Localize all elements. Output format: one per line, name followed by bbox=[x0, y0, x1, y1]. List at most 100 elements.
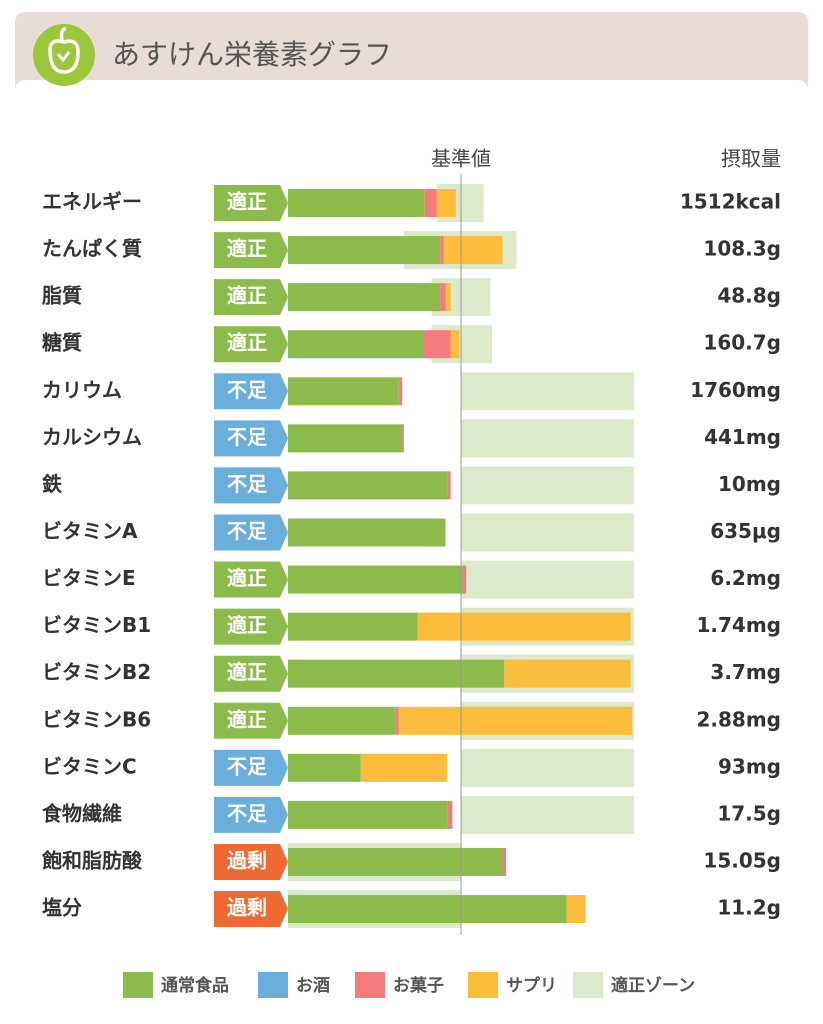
zone bbox=[461, 560, 634, 599]
nutrient-label: 糖質 bbox=[42, 331, 82, 355]
status-label: 適正 bbox=[227, 660, 267, 684]
intake-value: 160.7g bbox=[703, 331, 781, 355]
bar-segment bbox=[395, 706, 399, 735]
nutrient-label: カルシウム bbox=[42, 425, 142, 449]
intake-value: 93mg bbox=[718, 754, 781, 778]
bar-segment bbox=[443, 236, 503, 265]
status-pill bbox=[214, 279, 288, 316]
status-label: 不足 bbox=[227, 378, 268, 402]
intake-value: 635μg bbox=[710, 519, 781, 543]
zone bbox=[461, 748, 634, 787]
zone bbox=[461, 372, 634, 411]
reference-header: 基準値 bbox=[431, 147, 491, 171]
bar-segment bbox=[417, 612, 631, 641]
status-label: 不足 bbox=[227, 801, 268, 825]
bar-segment bbox=[462, 565, 467, 594]
bar-segment bbox=[288, 518, 446, 547]
intake-value: 2.88mg bbox=[696, 707, 781, 731]
legend-label: サプリ bbox=[506, 975, 557, 996]
bar-segment bbox=[436, 189, 456, 217]
bar-segment bbox=[398, 706, 633, 735]
nutrient-label: 食物繊維 bbox=[42, 801, 122, 825]
status-label: 適正 bbox=[227, 190, 267, 214]
status-pill bbox=[214, 749, 288, 786]
legend-label: お酒 bbox=[296, 975, 330, 996]
status-pill bbox=[214, 561, 288, 598]
status-pill bbox=[214, 326, 288, 363]
bar-segment bbox=[288, 659, 505, 688]
intake-value: 17.5g bbox=[717, 801, 781, 825]
status-pill bbox=[214, 608, 288, 645]
nutrient-label: 飽和脂肪酸 bbox=[42, 848, 143, 872]
bar-segment bbox=[566, 895, 586, 924]
status-label: 不足 bbox=[227, 472, 268, 496]
intake-value: 11.2g bbox=[717, 896, 781, 920]
bar-segment bbox=[288, 847, 503, 876]
bar-segment bbox=[288, 236, 441, 265]
status-pill bbox=[214, 467, 288, 504]
intake-value: 1760mg bbox=[690, 378, 781, 402]
legend-label: 適正ゾーン bbox=[611, 975, 695, 996]
intake-value: 6.2mg bbox=[710, 566, 781, 590]
status-label: 適正 bbox=[227, 284, 267, 308]
intake-header: 摂取量 bbox=[721, 147, 781, 171]
bar-segment bbox=[288, 612, 418, 641]
bar-segment bbox=[288, 565, 463, 594]
bar-segment bbox=[440, 283, 446, 312]
bar-segment bbox=[398, 377, 403, 406]
apple-outline bbox=[48, 26, 80, 74]
legend-label: お菓子 bbox=[393, 976, 444, 996]
status-pill bbox=[214, 891, 288, 928]
bar-segment bbox=[288, 283, 441, 312]
status-label: 不足 bbox=[227, 425, 268, 449]
nutrient-label: カリウム bbox=[42, 378, 122, 402]
status-label: 不足 bbox=[227, 754, 268, 778]
bar-segment bbox=[422, 330, 451, 359]
intake-value: 3.7mg bbox=[710, 660, 781, 684]
intake-value: 108.3g bbox=[703, 237, 781, 261]
title: あすけん栄養素グラフ bbox=[112, 38, 392, 71]
nutrient-label: ビタミンB6 bbox=[42, 707, 151, 731]
status-label: 適正 bbox=[227, 566, 267, 590]
status-label: 過剰 bbox=[227, 848, 267, 872]
zone bbox=[461, 466, 634, 505]
zone bbox=[461, 513, 634, 552]
bar-segment bbox=[288, 800, 448, 829]
bar-segment bbox=[402, 424, 404, 453]
bar-segment bbox=[288, 471, 448, 500]
status-pill bbox=[214, 796, 288, 833]
intake-value: 10mg bbox=[718, 472, 781, 496]
bar-segment bbox=[447, 471, 451, 500]
nutrient-label: ビタミンB2 bbox=[42, 660, 151, 684]
bar-segment bbox=[288, 706, 396, 735]
bar-segment bbox=[288, 424, 403, 453]
status-pill bbox=[214, 655, 288, 692]
nutrient-label: エネルギー bbox=[42, 190, 142, 214]
status-label: 適正 bbox=[227, 707, 267, 731]
intake-value: 441mg bbox=[704, 425, 781, 449]
nutrient-label: ビタミンC bbox=[42, 754, 137, 778]
status-label: 適正 bbox=[227, 331, 267, 355]
legend-swatch bbox=[573, 972, 603, 998]
status-pill bbox=[214, 420, 288, 457]
legend-swatch bbox=[123, 972, 153, 998]
status-label: 適正 bbox=[227, 613, 267, 637]
nutrient-label: たんぱく質 bbox=[42, 237, 142, 261]
status-label: 過剰 bbox=[227, 896, 267, 920]
legend-swatch bbox=[355, 972, 385, 998]
bar-segment bbox=[440, 236, 444, 265]
nutrient-label: 鉄 bbox=[42, 472, 62, 496]
bar-segment bbox=[445, 283, 451, 312]
nutrient-label: ビタミンB1 bbox=[42, 613, 151, 637]
bar-segment bbox=[447, 800, 453, 829]
status-pill bbox=[214, 702, 288, 739]
legend-swatch bbox=[258, 972, 288, 998]
legend-swatch bbox=[468, 972, 498, 998]
bar-segment bbox=[288, 330, 423, 359]
nutrient-label: ビタミンA bbox=[42, 519, 138, 543]
nutrient-label: 脂質 bbox=[42, 284, 82, 308]
status-label: 適正 bbox=[227, 237, 267, 261]
app-icon bbox=[33, 24, 95, 86]
